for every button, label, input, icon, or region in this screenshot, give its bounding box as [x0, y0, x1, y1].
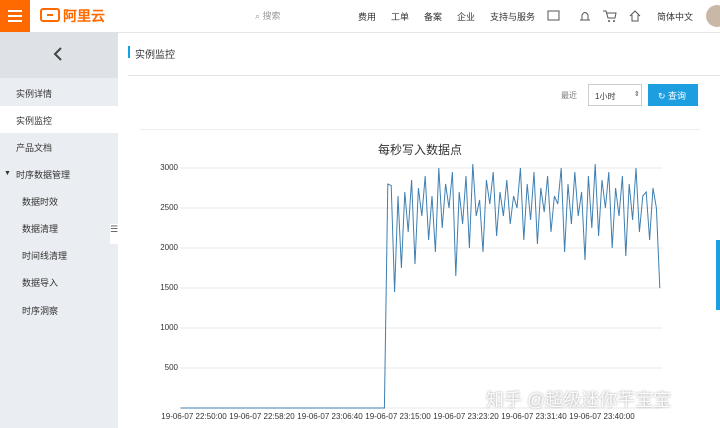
menu-group[interactable]: 时序数据管理	[16, 170, 71, 180]
submenu-item[interactable]: 数据导入	[22, 278, 59, 288]
submenu-item[interactable]: 数据清理	[22, 224, 59, 234]
title-bar-accent	[128, 46, 130, 58]
page-title: 实例监控	[135, 50, 175, 61]
x-tick-label: 19-06-07 23:40:00	[569, 412, 635, 421]
collapse-toggle[interactable]: ☰	[110, 224, 119, 244]
menu-button[interactable]	[0, 0, 30, 32]
search-text: 搜索	[262, 11, 281, 21]
caret: ▼	[4, 170, 11, 177]
range-label: 最近	[561, 91, 577, 100]
submenu-item[interactable]: 时序洞察	[22, 306, 59, 316]
y-tick-label: 500	[165, 363, 179, 372]
y-tick-label: 3000	[160, 163, 178, 172]
back-button[interactable]	[0, 32, 118, 78]
feedback-tab[interactable]	[716, 240, 720, 310]
menu-active	[0, 106, 118, 133]
sidebar	[0, 32, 118, 428]
x-tick-label: 19-06-07 23:23:20	[433, 412, 499, 421]
range-select[interactable]: 1小时 ⇕	[588, 84, 642, 106]
menu-item[interactable]: 实例详情	[16, 89, 53, 99]
x-tick-label: 19-06-07 23:31:40	[501, 412, 567, 421]
nav-item[interactable]: 企业	[457, 12, 476, 22]
query-button[interactable]: ↻ 查询	[648, 84, 698, 106]
avatar[interactable]	[706, 5, 720, 27]
y-tick-label: 2000	[160, 243, 178, 252]
card-border	[140, 129, 700, 130]
x-tick-label: 19-06-07 22:58:20	[229, 412, 295, 421]
menu-item[interactable]: 实例监控	[16, 116, 53, 126]
x-tick-label: 19-06-07 23:06:40	[297, 412, 363, 421]
language[interactable]: 简体中文	[657, 12, 694, 22]
nav-item[interactable]: 备案	[424, 12, 443, 22]
nav-item[interactable]: 支持与服务	[490, 12, 536, 22]
nav-item[interactable]: 工单	[391, 12, 410, 22]
x-tick-label: 19-06-07 23:15:00	[365, 412, 431, 421]
logo-icon	[40, 8, 60, 22]
y-tick-label: 1000	[160, 323, 178, 332]
chart-title: 每秒写入数据点	[378, 142, 462, 157]
button-text: 查询	[668, 91, 687, 101]
y-tick-label: 2500	[160, 203, 178, 212]
submenu-item[interactable]: 数据时效	[22, 197, 59, 207]
data-line	[180, 163, 661, 409]
divider	[128, 75, 720, 76]
logo[interactable]: 阿里云	[63, 8, 105, 24]
nav-item[interactable]: 费用	[358, 12, 377, 22]
submenu-item[interactable]: 时间线清理	[22, 251, 68, 261]
top-bar	[0, 0, 720, 33]
y-tick-label: 1500	[160, 283, 178, 292]
watermark: 知乎 @超级迷你芊宝宝	[486, 390, 672, 410]
chart: 每秒写入数据点 500 1000 1500 2000 2500 3000 19-06-07 …	[160, 142, 662, 421]
range-value: 1小时	[595, 92, 616, 101]
header-icons[interactable]	[545, 8, 655, 24]
menu-item[interactable]: 产品文档	[16, 143, 53, 153]
search[interactable]: ⌕ 搜索	[255, 11, 281, 21]
x-tick-label: 19-06-07 22:50:00	[161, 412, 227, 421]
